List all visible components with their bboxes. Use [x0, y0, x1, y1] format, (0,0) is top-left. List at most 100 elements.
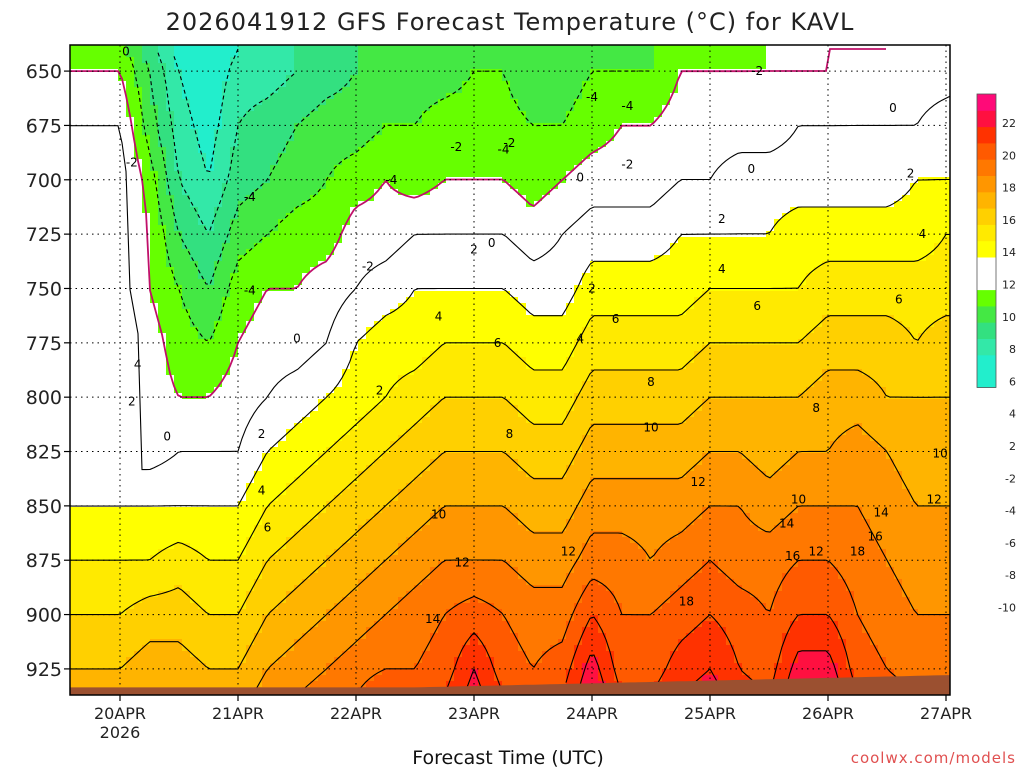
field-cell: [342, 531, 351, 538]
field-cell: [118, 291, 127, 298]
field-cell: [366, 555, 375, 562]
field-cell: [422, 387, 431, 394]
field-cell: [150, 87, 159, 94]
field-cell: [206, 57, 215, 64]
field-cell: [86, 681, 95, 688]
field-cell: [198, 123, 207, 130]
field-cell: [134, 93, 143, 100]
field-cell: [334, 573, 343, 580]
field-cell: [150, 381, 159, 388]
field-cell: [406, 537, 415, 544]
field-cell: [134, 381, 143, 388]
field-cell: [222, 471, 231, 478]
field-cell: [310, 429, 319, 436]
field-cell: [382, 459, 391, 466]
field-cell: [318, 603, 327, 610]
field-cell: [110, 99, 119, 106]
field-cell: [214, 483, 223, 490]
field-cell: [326, 105, 335, 112]
field-cell: [366, 525, 375, 532]
field-cell: [118, 615, 127, 622]
field-cell: [286, 105, 295, 112]
field-cell: [342, 207, 351, 214]
field-cell: [302, 435, 311, 442]
field-cell: [294, 303, 303, 310]
field-cell: [230, 663, 239, 670]
field-cell: [174, 345, 183, 352]
field-cell: [334, 543, 343, 550]
field-cell: [422, 579, 431, 586]
field-cell: [110, 273, 119, 280]
field-cell: [318, 111, 327, 118]
field-cell: [206, 597, 215, 604]
field-cell: [150, 309, 159, 316]
field-cell: [270, 69, 279, 76]
field-cell: [326, 591, 335, 598]
field-cell: [222, 585, 231, 592]
field-cell: [246, 411, 255, 418]
field-cell: [398, 651, 407, 658]
field-cell: [86, 171, 95, 178]
field-cell: [222, 261, 231, 268]
field-cell: [390, 345, 399, 352]
field-cell: [398, 255, 407, 262]
field-cell: [238, 609, 247, 616]
field-cell: [94, 417, 103, 424]
field-cell: [270, 495, 279, 502]
field-cell: [406, 555, 415, 562]
field-cell: [398, 393, 407, 400]
field-cell: [422, 489, 431, 496]
field-cell: [406, 471, 415, 478]
field-cell: [398, 279, 407, 286]
field-cell: [222, 657, 231, 664]
field-cell: [382, 507, 391, 514]
field-cell: [158, 399, 167, 406]
field-cell: [118, 279, 127, 286]
field-cell: [150, 273, 159, 280]
field-cell: [158, 195, 167, 202]
field-cell: [102, 213, 111, 220]
field-cell: [326, 117, 335, 124]
field-cell: [86, 615, 95, 622]
field-cell: [326, 657, 335, 664]
field-cell: [382, 441, 391, 448]
field-cell: [198, 675, 207, 682]
field-cell: [398, 573, 407, 580]
field-cell: [310, 435, 319, 442]
field-cell: [238, 429, 247, 436]
field-cell: [414, 573, 423, 580]
field-cell: [246, 585, 255, 592]
field-cell: [150, 243, 159, 250]
field-cell: [318, 207, 327, 214]
field-cell: [262, 51, 271, 58]
field-cell: [382, 579, 391, 586]
field-cell: [110, 171, 119, 178]
field-cell: [422, 267, 431, 274]
field-cell: [158, 57, 167, 64]
field-cell: [158, 273, 167, 280]
field-cell: [310, 51, 319, 58]
field-cell: [414, 153, 423, 160]
field-cell: [286, 465, 295, 472]
field-cell: [406, 603, 415, 610]
field-cell: [358, 501, 367, 508]
field-cell: [366, 645, 375, 652]
field-cell: [310, 567, 319, 574]
field-cell: [174, 609, 183, 616]
field-cell: [262, 105, 271, 112]
field-cell: [302, 423, 311, 430]
field-cell: [334, 273, 343, 280]
field-cell: [398, 615, 407, 622]
field-cell: [366, 339, 375, 346]
field-cell: [126, 579, 135, 586]
field-cell: [374, 585, 383, 592]
field-cell: [278, 177, 287, 184]
field-cell: [230, 639, 239, 646]
field-cell: [150, 615, 159, 622]
field-cell: [382, 675, 391, 682]
field-cell: [286, 291, 295, 298]
field-cell: [174, 549, 183, 556]
field-cell: [422, 483, 431, 490]
field-cell: [110, 189, 119, 196]
field-cell: [182, 417, 191, 424]
